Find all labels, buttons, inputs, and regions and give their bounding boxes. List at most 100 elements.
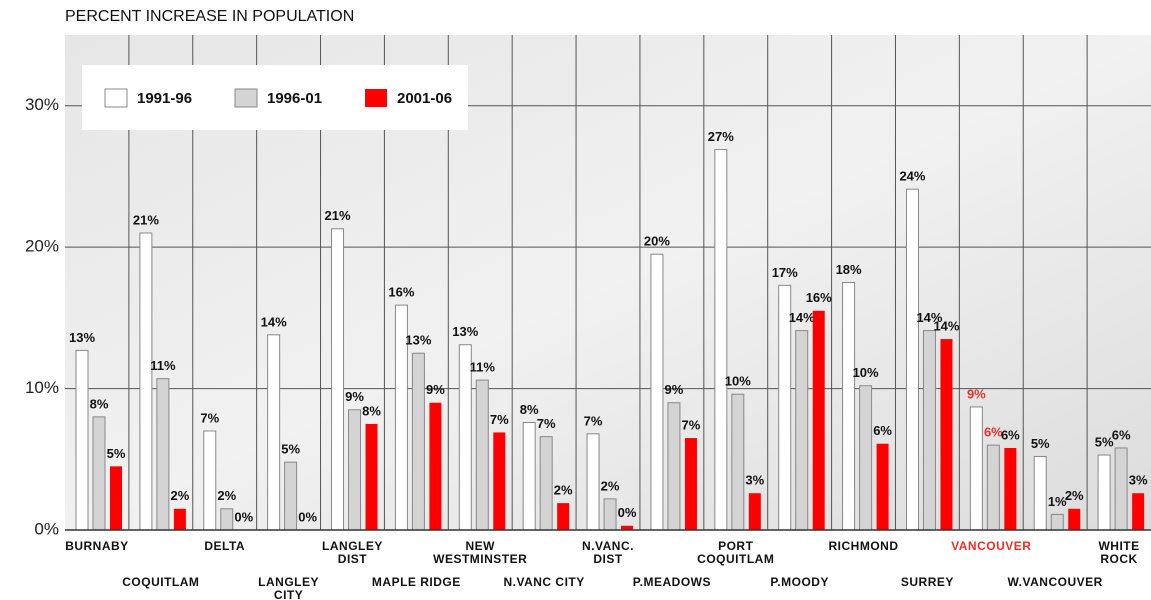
legend-label: 1991-96 [137, 90, 192, 107]
value-label: 5% [1031, 436, 1050, 451]
bar [92, 416, 106, 531]
bar [969, 406, 983, 531]
bar [684, 438, 697, 530]
y-tick-label: 20% [25, 237, 59, 256]
value-label: 9% [967, 386, 986, 401]
bar [667, 402, 681, 531]
bar [586, 433, 600, 531]
value-label: 2% [170, 488, 189, 503]
bar [522, 422, 536, 531]
value-label: 9% [345, 389, 364, 404]
value-label: 2% [554, 483, 573, 498]
bar [331, 228, 345, 531]
y-tick-label: 10% [25, 378, 59, 397]
value-label: 2% [1065, 488, 1084, 503]
value-label: 14% [933, 319, 959, 334]
x-tick-label: PORT COQUITLAM [697, 539, 774, 566]
x-tick-label: BURNABY [65, 539, 129, 553]
value-label: 20% [644, 234, 670, 249]
x-tick-label: W.VANCOUVER [1008, 575, 1103, 589]
bar [812, 310, 825, 530]
value-label: 16% [388, 285, 414, 300]
value-label: 14% [916, 310, 942, 325]
bar [1068, 508, 1081, 530]
x-tick-label: WHITE ROCK [1098, 539, 1139, 566]
x-tick-label: SURREY [901, 575, 954, 589]
x-tick-label: VANCOUVER [951, 539, 1031, 553]
bar [284, 461, 298, 531]
legend: 1991-96 1996-01 2001-06 [82, 65, 468, 130]
bar [411, 352, 425, 531]
value-label: 0% [618, 505, 637, 520]
value-label: 24% [899, 169, 925, 184]
value-label: 3% [1129, 473, 1148, 488]
value-label: 10% [853, 365, 879, 380]
value-label: 21% [133, 212, 159, 227]
value-label: 7% [490, 412, 509, 427]
value-label: 16% [806, 290, 832, 305]
bar [429, 402, 442, 530]
bar [1132, 493, 1145, 530]
x-tick-label: NEW WESTMINSTER [433, 539, 527, 566]
bar [539, 436, 553, 531]
value-label: 7% [584, 413, 603, 428]
value-label: 0% [298, 509, 317, 524]
value-label: 18% [836, 262, 862, 277]
bar [603, 498, 617, 531]
bar [1097, 454, 1111, 531]
y-tick-label: 0% [34, 519, 59, 538]
x-tick-label: COQUITLAM [122, 575, 199, 589]
value-label: 5% [1095, 434, 1114, 449]
value-label: 17% [772, 265, 798, 280]
legend-swatch [234, 88, 258, 108]
bar [859, 385, 873, 531]
value-label: 2% [601, 478, 620, 493]
bar [203, 430, 217, 531]
bar [110, 466, 122, 530]
value-label: 6% [984, 425, 1003, 440]
value-label: 13% [452, 324, 478, 339]
value-label: 5% [281, 442, 300, 457]
bar [650, 253, 664, 531]
x-tick-label: LANGLEY DIST [322, 539, 383, 566]
bar [75, 349, 89, 531]
bar [922, 330, 936, 531]
bar [842, 282, 856, 531]
value-label: 6% [873, 423, 892, 438]
chart-title: PERCENT INCREASE IN POPULATION [65, 8, 354, 25]
value-label: 11% [150, 358, 176, 373]
legend-label: 2001-06 [397, 90, 452, 107]
x-tick-label: LANGLEY CITY [258, 575, 319, 600]
value-label: 13% [405, 333, 431, 348]
bar [267, 334, 281, 531]
value-label: 8% [90, 396, 109, 411]
value-label: 8% [520, 402, 539, 417]
bar [1114, 447, 1128, 531]
x-tick-label: MAPLE RIDGE [372, 575, 461, 589]
value-label: 13% [69, 330, 95, 345]
bar [1050, 513, 1064, 531]
legend-swatch [365, 89, 387, 107]
value-label: 14% [789, 310, 815, 325]
legend-box [82, 65, 468, 130]
value-label: 5% [107, 446, 126, 461]
value-label: 1% [1048, 494, 1067, 509]
value-label: 3% [745, 473, 764, 488]
value-label: 9% [665, 382, 684, 397]
legend-label: 1996-01 [267, 90, 322, 107]
x-tick-label: P.MOODY [770, 575, 829, 589]
y-tick-label: 30% [25, 95, 59, 114]
value-label: 21% [325, 208, 351, 223]
x-tick-label: P.MEADOWS [633, 575, 711, 589]
value-label: 27% [708, 129, 734, 144]
legend-swatch [104, 88, 128, 108]
value-label: 7% [200, 410, 219, 425]
bar [795, 330, 809, 531]
value-label: 2% [217, 488, 236, 503]
value-label: 7% [682, 418, 701, 433]
value-label: 14% [261, 314, 287, 329]
bar [493, 432, 506, 530]
value-label: 6% [1112, 427, 1131, 442]
value-label: 6% [1001, 427, 1020, 442]
